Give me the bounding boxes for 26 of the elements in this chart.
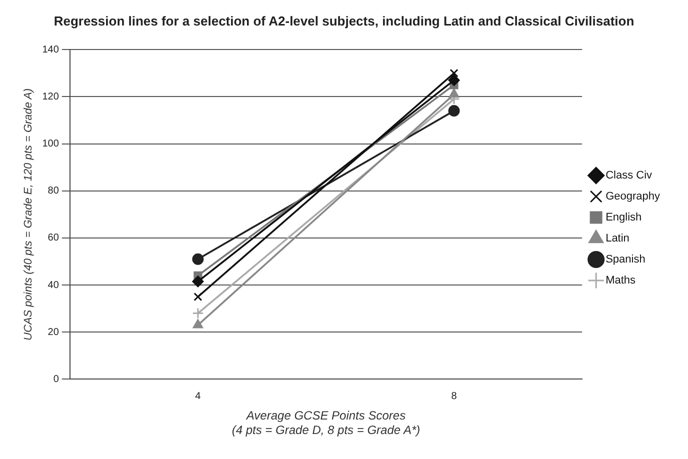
point: [192, 308, 204, 320]
point: [192, 253, 204, 265]
y-tick-label: 80: [48, 186, 60, 197]
legend-label: Spanish: [606, 254, 646, 266]
y-axis-title: UCAS points (40 pts = Grade E, 120 pts = Grade A): [22, 88, 35, 340]
legend-label: Latin: [606, 232, 630, 245]
point: [448, 74, 460, 86]
y-tick-label: 120: [42, 91, 60, 102]
point: [450, 68, 458, 78]
y-tick-label: 60: [48, 232, 60, 244]
point: [448, 105, 460, 117]
legend-label: Class Civ: [606, 170, 653, 182]
y-tick-label: 20: [48, 326, 60, 338]
legend-label: Geography: [606, 190, 660, 203]
legend-label: Maths: [606, 274, 636, 287]
y-tick-label: 0: [53, 374, 60, 385]
x-tick-label: 4: [195, 390, 202, 402]
x-axis-title: Average GCSE Points Scores (4 pts = Grade D, 8 pts = Grade A*): [232, 408, 420, 438]
y-tick-label: 140: [42, 44, 60, 56]
y-tick-label: 100: [42, 138, 60, 150]
x-tick-label: 8: [451, 390, 458, 402]
y-tick-label: 40: [48, 280, 60, 291]
point: [194, 292, 202, 302]
chart-title: Regression lines for a selection of A2-level subjects, including Latin and Classical Civilisation: [54, 13, 634, 28]
legend-label: English: [606, 212, 642, 224]
point: [192, 276, 204, 288]
